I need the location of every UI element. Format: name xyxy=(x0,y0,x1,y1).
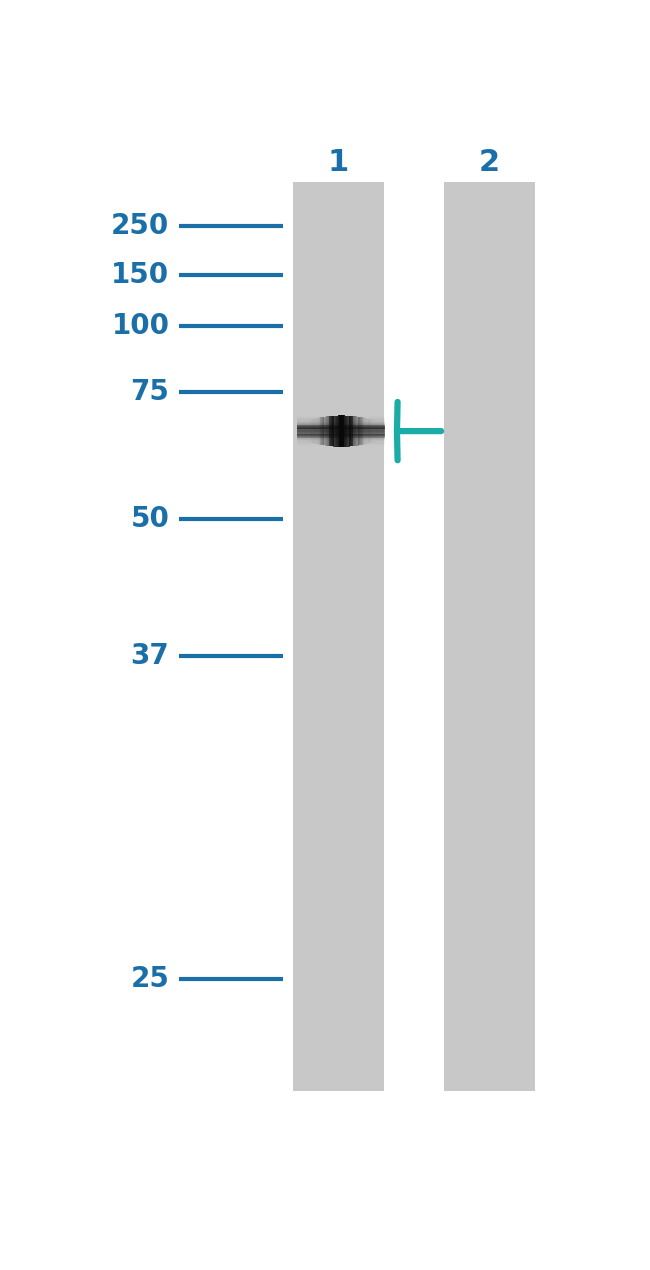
Bar xyxy=(374,420,375,442)
Bar xyxy=(383,427,384,436)
Bar xyxy=(298,428,300,434)
Bar xyxy=(350,415,352,446)
Bar xyxy=(332,415,333,446)
Bar xyxy=(358,417,359,446)
Bar xyxy=(444,182,534,1091)
Bar xyxy=(309,420,311,442)
Bar xyxy=(355,417,356,446)
Bar xyxy=(359,417,361,446)
Bar xyxy=(322,417,324,446)
Bar xyxy=(324,417,325,446)
Bar xyxy=(384,428,385,434)
Bar xyxy=(302,423,304,438)
Bar xyxy=(292,182,384,1091)
Bar xyxy=(307,422,308,441)
Bar xyxy=(366,418,367,444)
Bar xyxy=(371,420,373,442)
Bar xyxy=(326,417,327,446)
Bar xyxy=(363,418,364,444)
Bar xyxy=(317,418,318,444)
Bar xyxy=(363,418,365,444)
Bar xyxy=(374,422,376,441)
Bar xyxy=(335,415,337,447)
Bar xyxy=(329,417,331,446)
Bar xyxy=(335,415,336,447)
Bar xyxy=(339,415,341,447)
Bar xyxy=(356,417,358,446)
Bar xyxy=(347,415,348,447)
Text: 75: 75 xyxy=(131,378,170,406)
Bar xyxy=(344,415,346,447)
Bar xyxy=(340,415,342,447)
Bar xyxy=(324,417,326,446)
Bar xyxy=(333,415,335,447)
Text: 1: 1 xyxy=(328,147,349,177)
Bar xyxy=(321,417,323,444)
Bar xyxy=(372,420,374,442)
Text: 2: 2 xyxy=(478,147,500,177)
Bar xyxy=(369,419,370,443)
Bar xyxy=(377,422,378,439)
Bar xyxy=(304,423,305,439)
Bar xyxy=(318,418,319,444)
Bar xyxy=(354,417,355,446)
Bar xyxy=(320,418,322,444)
Bar xyxy=(301,424,303,438)
Bar xyxy=(365,418,367,444)
Bar xyxy=(310,420,311,442)
Bar xyxy=(306,422,307,441)
Bar xyxy=(307,420,309,442)
Bar xyxy=(327,417,328,446)
Text: 25: 25 xyxy=(131,965,170,993)
Bar xyxy=(337,415,339,447)
Bar xyxy=(343,415,345,447)
Bar xyxy=(348,415,350,447)
Bar xyxy=(315,419,316,443)
Bar xyxy=(357,417,359,446)
Bar xyxy=(299,427,300,436)
Bar xyxy=(343,415,344,447)
Bar xyxy=(351,415,353,446)
Bar xyxy=(379,423,381,438)
Bar xyxy=(304,422,306,439)
Text: 37: 37 xyxy=(131,643,170,671)
Bar xyxy=(312,419,314,443)
Bar xyxy=(361,418,363,444)
Bar xyxy=(330,415,332,446)
Bar xyxy=(360,417,362,444)
Bar xyxy=(328,417,330,446)
Bar xyxy=(338,415,339,447)
Bar xyxy=(352,417,354,446)
Bar xyxy=(368,419,370,443)
Bar xyxy=(332,415,334,447)
Bar xyxy=(311,419,313,443)
Bar xyxy=(315,418,317,444)
Bar xyxy=(370,419,372,443)
Bar xyxy=(300,425,302,437)
Bar xyxy=(349,415,351,447)
Bar xyxy=(313,419,315,443)
Bar xyxy=(319,418,320,444)
Text: 250: 250 xyxy=(111,212,170,240)
Bar xyxy=(376,422,378,441)
Bar xyxy=(346,415,347,447)
Bar xyxy=(341,415,343,447)
Bar xyxy=(367,419,369,443)
Bar xyxy=(378,423,380,439)
Bar xyxy=(382,425,383,437)
Text: 150: 150 xyxy=(111,260,170,288)
Text: 50: 50 xyxy=(131,505,170,533)
Bar xyxy=(380,424,382,438)
Text: 100: 100 xyxy=(111,312,170,340)
